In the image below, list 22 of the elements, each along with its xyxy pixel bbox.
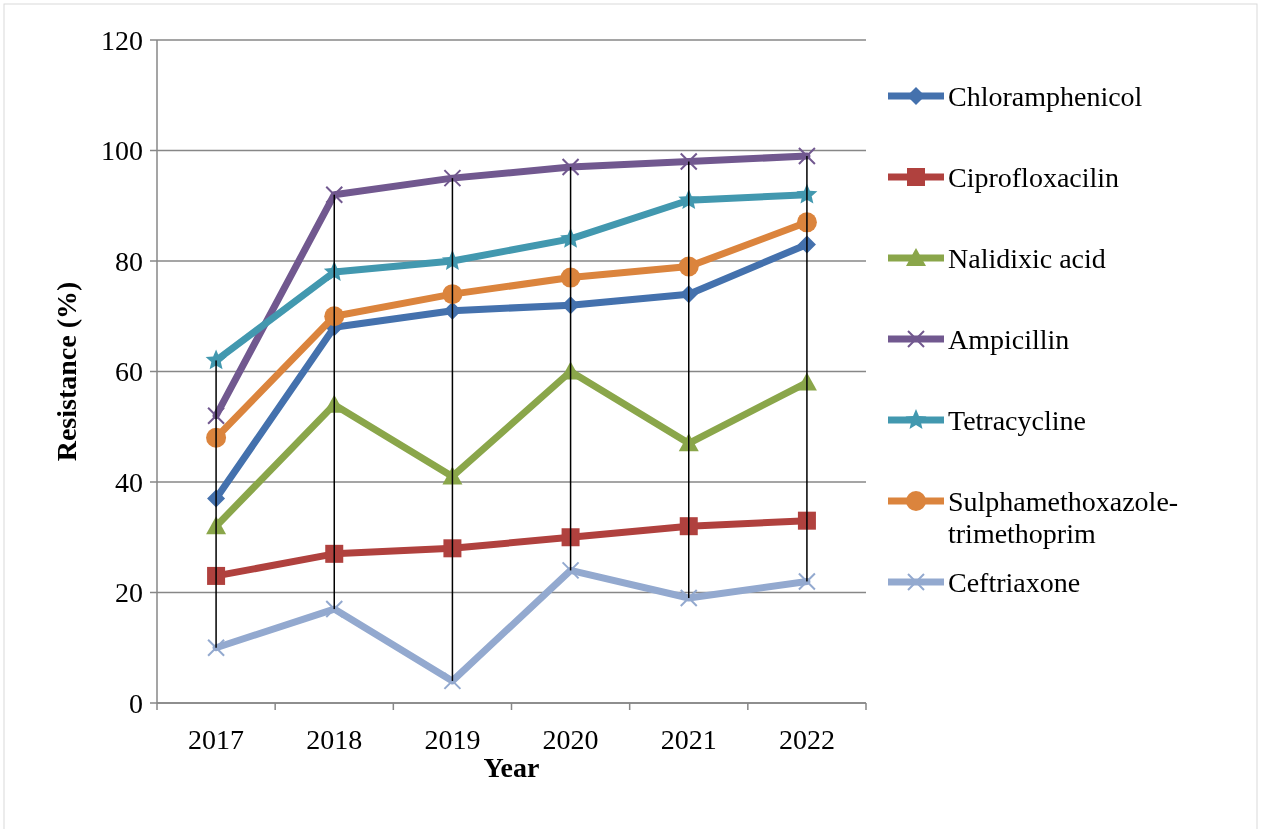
y-tick-label: 120: [101, 24, 143, 56]
x-tick-label: 2017: [188, 724, 245, 755]
y-tick-label: 20: [115, 577, 143, 609]
x-tick-label: 2021: [660, 724, 717, 755]
legend-label: Chloramphenicol: [948, 80, 1143, 112]
y-tick-label: 0: [129, 687, 143, 719]
x-axis-title: Year: [483, 752, 540, 783]
y-tick-label: 40: [115, 466, 143, 498]
y-tick-label: 80: [115, 245, 143, 277]
x-tick-label: 2018: [306, 724, 363, 755]
x-tick-label: 2022: [778, 724, 835, 755]
legend-label: Ciprofloxacilin: [948, 161, 1120, 193]
legend-label: Tetracycline: [948, 404, 1086, 436]
legend-label: Ceftriaxone: [948, 566, 1081, 598]
y-axis-title: Resistance (%): [51, 281, 82, 462]
x-tick-label: 2019: [424, 724, 481, 755]
legend-label: Nalidixic acid: [948, 242, 1106, 274]
y-tick-label: 100: [101, 135, 143, 167]
x-tick-label: 2020: [542, 724, 599, 755]
legend-label: Sulphamethoxazole-trimethoprim: [948, 485, 1179, 549]
y-tick-label: 60: [115, 356, 143, 388]
legend-label: Ampicillin: [948, 323, 1070, 355]
